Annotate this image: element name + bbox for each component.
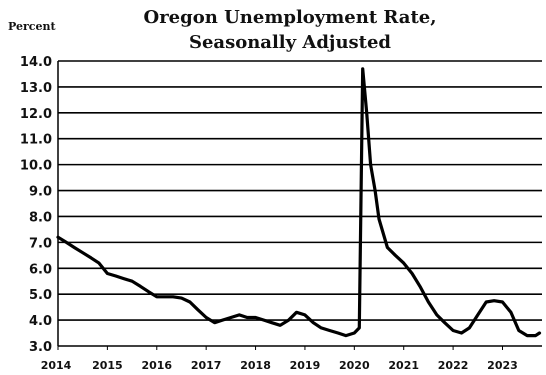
- x-tick-label: 2015: [92, 359, 123, 372]
- x-tick-labels: 2014 2015 2016 2017 2018 2019 2020 2021 2022 2023: [41, 346, 518, 372]
- y-tick-label: 11.0: [20, 133, 52, 148]
- y-tick-label: 7.0: [29, 236, 52, 251]
- plot-area: 3.0 4.0 5.0 6.0 7.0 8.0 9.0 10.0 11.0 12.0 13.0 14.…: [20, 55, 542, 372]
- y-tick-label: 13.0: [20, 81, 52, 96]
- grid-lines: [58, 60, 542, 321]
- y-tick-label: 10.0: [20, 159, 52, 174]
- x-tick-label: 2017: [191, 359, 222, 372]
- y-tick-label: 9.0: [29, 185, 52, 200]
- y-tick-label: 8.0: [29, 210, 52, 225]
- x-tick-label: 2020: [339, 359, 370, 372]
- y-tick-label: 3.0: [29, 340, 52, 355]
- x-tick-label: 2019: [290, 359, 321, 372]
- x-tick-label: 2018: [240, 359, 271, 372]
- chart-title-line-2: Seasonally Adjusted: [189, 32, 391, 53]
- y-tick-labels: 3.0 4.0 5.0 6.0 7.0 8.0 9.0 10.0 11.0 12.0 13.0 14.…: [20, 55, 52, 355]
- y-tick-label: 4.0: [29, 314, 52, 329]
- y-tick-label: 12.0: [20, 107, 52, 122]
- x-tick-label: 2023: [487, 359, 518, 372]
- x-tick-label: 2022: [438, 359, 469, 372]
- x-tick-label: 2016: [141, 359, 172, 372]
- y-tick-label: 14.0: [20, 55, 52, 70]
- x-tick-label: 2014: [41, 359, 72, 372]
- y-axis-label: Percent: [8, 20, 56, 33]
- chart-title-line-1: Oregon Unemployment Rate,: [144, 7, 437, 28]
- series-line-unemployment-rate: [56, 67, 542, 338]
- x-tick-label: 2021: [388, 359, 419, 372]
- y-tick-label: 5.0: [29, 288, 52, 303]
- y-tick-label: 6.0: [29, 262, 52, 277]
